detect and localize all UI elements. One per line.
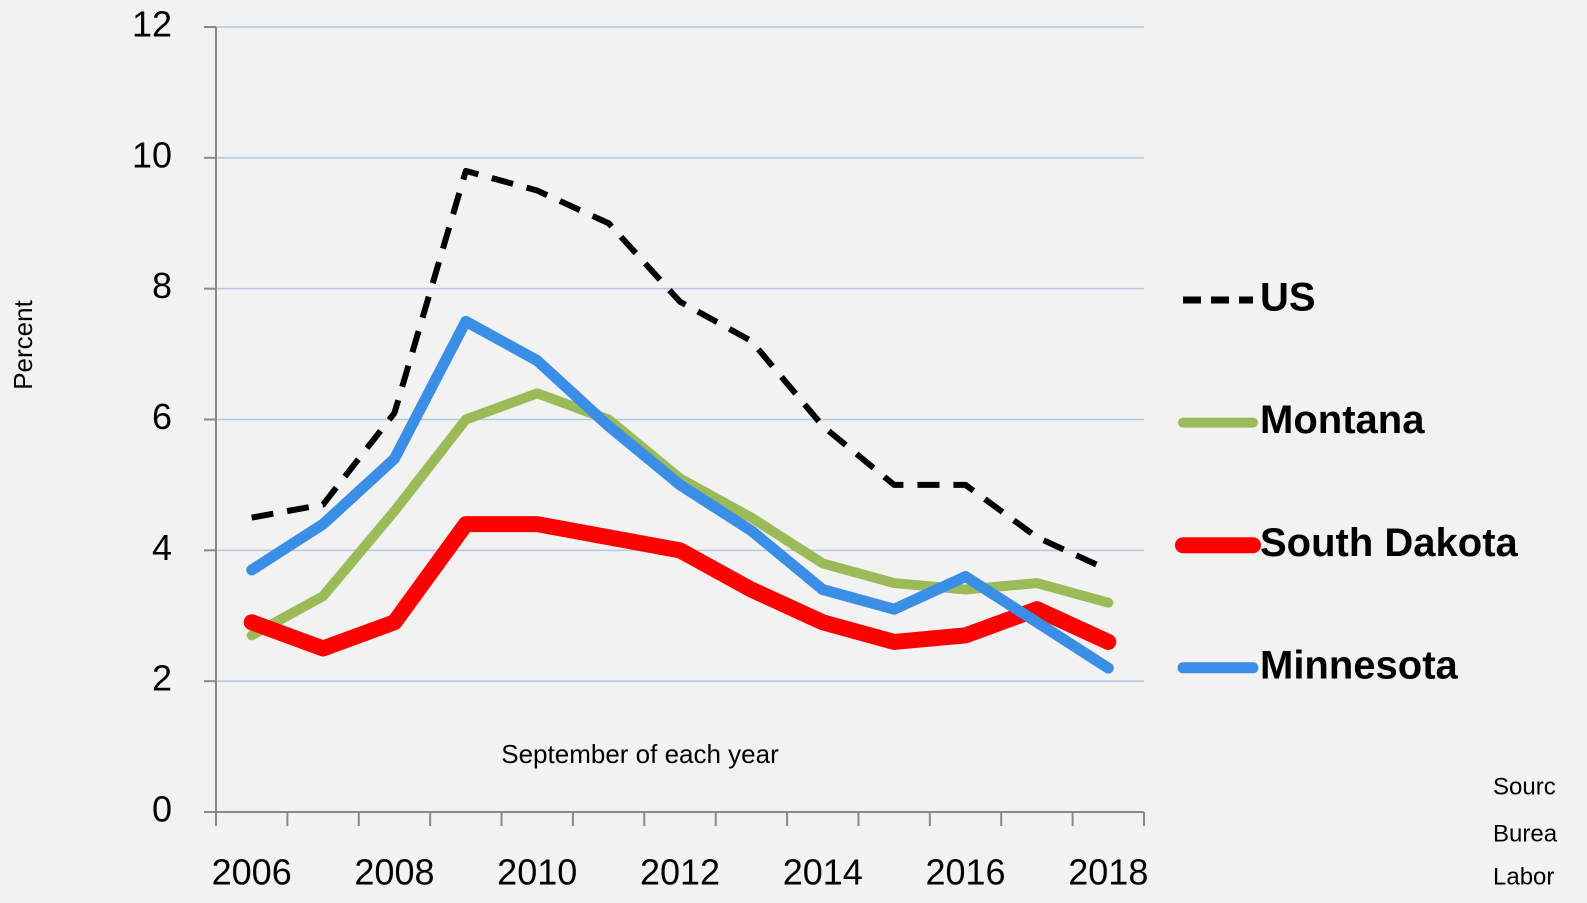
x-tick-label: 2012	[640, 852, 720, 893]
x-tick-label: 2014	[783, 852, 863, 893]
y-tick-label: 0	[152, 789, 172, 830]
source-line: Burea	[1493, 820, 1558, 847]
legend-label: Montana	[1260, 398, 1425, 442]
x-tick-label: 2016	[925, 852, 1005, 893]
line-2	[243, 516, 1117, 657]
y-tick-label: 8	[152, 265, 172, 306]
x-tick-label: 2010	[497, 852, 577, 893]
y-tick-label: 12	[132, 4, 172, 45]
y-tick-label: 10	[132, 134, 172, 175]
source-line: Labor	[1493, 863, 1554, 890]
x-tick-label: 2008	[354, 852, 434, 893]
x-tick-label: 2006	[212, 852, 292, 893]
legend-label: US	[1260, 276, 1316, 320]
line-1	[246, 388, 1114, 641]
line-0	[251, 167, 1110, 573]
source-line: Sourc	[1493, 773, 1556, 800]
y-tick-label: 2	[152, 658, 172, 699]
y-tick-label: 4	[152, 527, 172, 568]
legend-label: Minnesota	[1260, 643, 1459, 687]
line-3	[246, 315, 1114, 674]
annotation: September of each year	[501, 739, 779, 769]
y-tick-label: 6	[152, 396, 172, 437]
legend-label: South Dakota	[1260, 521, 1519, 565]
x-tick-label: 2018	[1068, 852, 1148, 893]
y-axis-label: Percent	[8, 299, 38, 389]
